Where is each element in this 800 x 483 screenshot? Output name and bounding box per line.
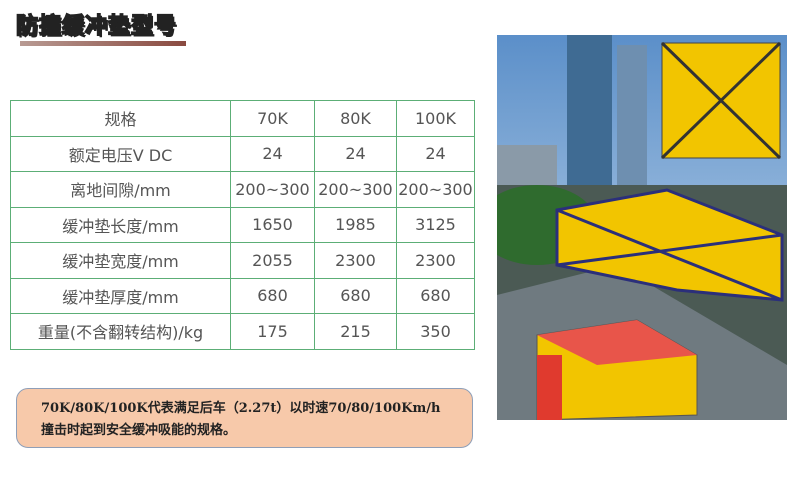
value-cell: 680: [314, 277, 397, 314]
value-cell: 24: [314, 135, 397, 172]
value-cell: 215: [314, 313, 397, 350]
spec-label-cell: 缓冲垫宽度/mm: [10, 242, 231, 279]
value-cell: 3125: [396, 206, 475, 243]
value-cell: 2300: [396, 242, 475, 279]
value-cell: 175: [230, 313, 315, 350]
header-cell: 70K: [230, 100, 315, 137]
value-cell: 200~300: [396, 171, 475, 208]
spec-label-cell: 额定电压V DC: [10, 135, 231, 172]
header-cell: 80K: [314, 100, 397, 137]
value-cell: 2300: [314, 242, 397, 279]
table-header-row: 规格 70K 80K 100K: [10, 100, 475, 137]
table-row: 缓冲垫厚度/mm 680 680 680: [10, 277, 475, 314]
table-row: 离地间隙/mm 200~300 200~300 200~300: [10, 171, 475, 208]
table-row: 缓冲垫长度/mm 1650 1985 3125: [10, 206, 475, 243]
header-cell: 100K: [396, 100, 475, 137]
value-cell: 200~300: [314, 171, 397, 208]
table-row: 重量(不含翻转结构)/kg 175 215 350: [10, 313, 475, 350]
note-box: 70K/80K/100K代表满足后车（2.27t）以时速70/80/100Km/…: [16, 388, 473, 448]
value-cell: 200~300: [230, 171, 315, 208]
note-line: 撞击时起到安全缓冲吸能的规格。: [41, 423, 237, 438]
spec-label-cell: 缓冲垫厚度/mm: [10, 277, 231, 314]
spec-label-cell: 离地间隙/mm: [10, 171, 231, 208]
spec-label-cell: 缓冲垫长度/mm: [10, 206, 231, 243]
spec-label-cell: 重量(不含翻转结构)/kg: [10, 313, 231, 350]
value-cell: 24: [230, 135, 315, 172]
value-cell: 680: [396, 277, 475, 314]
page-title: 防撞缓冲垫型号: [15, 13, 178, 40]
header-cell: 规格: [10, 100, 231, 137]
value-cell: 1650: [230, 206, 315, 243]
value-cell: 680: [230, 277, 315, 314]
value-cell: 2055: [230, 242, 315, 279]
title-underline: [20, 41, 186, 46]
value-cell: 350: [396, 313, 475, 350]
note-line: 70K/80K/100K代表满足后车（2.27t）以时速70/80/100Km/…: [41, 401, 441, 416]
value-cell: 1985: [314, 206, 397, 243]
table-row: 缓冲垫宽度/mm 2055 2300 2300: [10, 242, 475, 279]
value-cell: 24: [396, 135, 475, 172]
product-photo: [497, 35, 787, 420]
spec-table: 规格 70K 80K 100K 额定电压V DC 24 24 24 离地间隙/mm 200…: [10, 100, 475, 350]
table-row: 额定电压V DC 24 24 24: [10, 135, 475, 172]
